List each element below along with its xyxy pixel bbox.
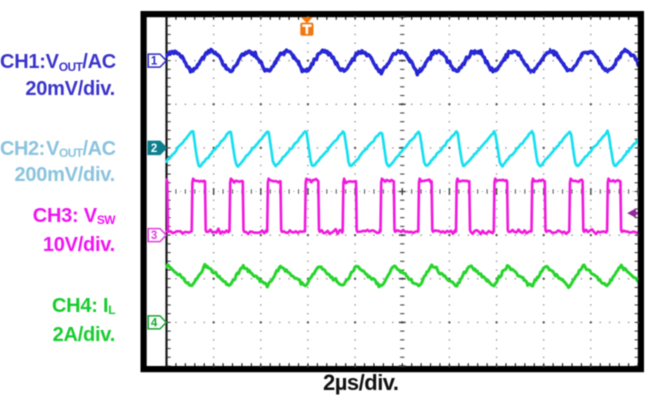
svg-text:4: 4 [151, 318, 158, 330]
svg-text:2: 2 [151, 143, 157, 155]
svg-text:1: 1 [151, 56, 158, 68]
svg-text:3: 3 [151, 230, 157, 242]
